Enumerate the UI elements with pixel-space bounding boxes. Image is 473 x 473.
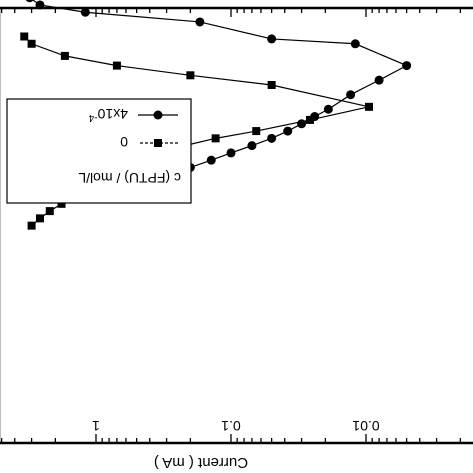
series-point-circle <box>402 61 412 71</box>
series-point-square <box>211 134 220 143</box>
legend: 4x10-4 0 c (FPTU) / mol/L <box>6 98 192 204</box>
legend-label-0: 0 <box>120 134 128 150</box>
x-axis-ticks <box>0 8 462 443</box>
series-point-circle <box>206 155 216 165</box>
series-point-square <box>186 71 195 80</box>
series-point-circle <box>350 39 360 49</box>
series-point-circle <box>323 104 333 114</box>
x-tick-label: 0.1 <box>221 418 241 434</box>
series-point-circle <box>267 133 277 143</box>
series-point-square <box>27 221 36 230</box>
series-point-square <box>35 214 44 223</box>
series-point-square <box>267 81 276 89</box>
series-point-square <box>20 32 29 41</box>
series-point-circle <box>374 75 384 85</box>
series-point-circle <box>267 34 277 44</box>
series-point-circle <box>247 141 257 151</box>
legend-marker-circle <box>153 110 163 120</box>
series-point-square <box>27 39 36 48</box>
x-tick-label: 1 <box>92 418 100 434</box>
x-axis-tick-labels: 0.01 0.1 1 <box>92 418 380 434</box>
series-point-circle <box>195 17 205 27</box>
series-point-circle <box>226 148 236 158</box>
series-point-circle <box>283 126 293 136</box>
x-tick-label: 0.01 <box>352 418 379 434</box>
series-point-circle <box>80 7 90 17</box>
series-point-square <box>112 61 121 70</box>
series-point-square <box>365 102 374 111</box>
series-point-square <box>252 127 261 136</box>
legend-label-4x10: 4x10-4 <box>88 106 128 123</box>
plot-frame <box>0 6 473 445</box>
legend-marker-square <box>154 139 162 147</box>
x-axis-label: Current ( mA ) <box>154 454 248 471</box>
series-point-circle <box>25 0 34 3</box>
series-point-circle <box>346 90 356 100</box>
series-point-square <box>57 199 66 208</box>
series-point-circle <box>35 0 45 10</box>
series-point-square <box>305 115 314 124</box>
series-point-square <box>60 51 69 60</box>
series-point-square <box>45 207 54 216</box>
legend-title: c (FPTU) / mol/L <box>78 170 181 186</box>
